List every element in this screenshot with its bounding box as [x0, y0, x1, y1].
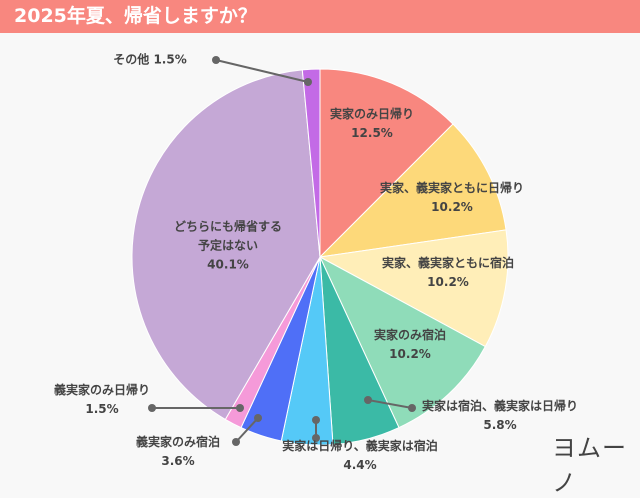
pie-slice — [318, 123, 507, 258]
slice-label-text: 実家のみ宿泊 — [373, 328, 447, 342]
leader-line — [215, 59, 309, 83]
slice-label-text: 実家は宿泊、義実家は日帰り — [421, 399, 579, 413]
slice-label: 実家のみ宿泊 10.2% — [374, 326, 446, 364]
slice-label: 実家は宿泊、義実家は日帰り 5.8% — [422, 397, 578, 435]
slice-value: 4.4% — [343, 458, 377, 472]
slice-value: 10.2% — [389, 347, 431, 361]
leader-dot — [312, 434, 320, 442]
slice-value: 1.5% — [85, 402, 119, 416]
slice-label: 実家、義実家ともに日帰り 10.2% — [380, 179, 524, 217]
slice-label-text: どちらにも帰省する 予定はない — [173, 219, 283, 253]
leader-dot — [232, 438, 240, 446]
leader-line — [367, 399, 413, 409]
slice-label-text: 義実家のみ宿泊 — [135, 435, 221, 449]
leader-dot — [304, 78, 312, 86]
slice-label: どちらにも帰省する 予定はない 40.1% — [174, 218, 282, 275]
slice-value: 10.2% — [427, 275, 469, 289]
leader-dot — [236, 404, 244, 412]
pie-slice — [131, 69, 321, 421]
slice-label: 実家のみ日帰り 12.5% — [330, 105, 414, 143]
slice-label: 実家、義実家ともに宿泊 10.2% — [382, 254, 514, 292]
leader-dot — [364, 396, 372, 404]
slice-label-text: 実家のみ日帰り — [329, 107, 415, 121]
slice-label-text: 義実家のみ日帰り — [53, 383, 151, 397]
slice-label: その他 1.5% — [113, 51, 186, 70]
leader-dot — [212, 56, 220, 64]
logo: ヨムーノ — [552, 434, 627, 497]
pie-chart — [131, 56, 509, 446]
pie-slice — [319, 68, 454, 259]
leader-line — [235, 417, 259, 443]
pie-slice — [318, 255, 486, 429]
slice-label: 義実家のみ日帰り 1.5% — [54, 381, 150, 419]
slice-label: 実家は日帰り、義実家は宿泊 4.4% — [282, 437, 438, 475]
leader-dot — [148, 404, 156, 412]
leader-dot — [312, 416, 320, 424]
slice-label-text: その他 — [113, 52, 150, 67]
slice-value: 40.1% — [207, 257, 249, 272]
leader-dot — [254, 414, 262, 422]
leader-dot — [408, 404, 416, 412]
chart-title: 2025年夏、帰省しますか？ — [0, 0, 640, 33]
slice-value: 1.5% — [153, 52, 187, 67]
slice-label-text: 実家、義実家ともに日帰り — [379, 181, 525, 195]
slice-value: 5.8% — [483, 418, 517, 432]
slice-value: 10.2% — [431, 200, 473, 214]
slice-value: 3.6% — [161, 454, 195, 468]
slice-label-text: 実家は日帰り、義実家は宿泊 — [282, 439, 438, 453]
slice-label-text: 実家、義実家ともに宿泊 — [381, 256, 515, 270]
slice-label: 義実家のみ宿泊 3.6% — [136, 433, 220, 471]
pie-slice — [318, 229, 509, 348]
slice-value: 12.5% — [351, 126, 393, 140]
pie-slice — [301, 68, 321, 258]
